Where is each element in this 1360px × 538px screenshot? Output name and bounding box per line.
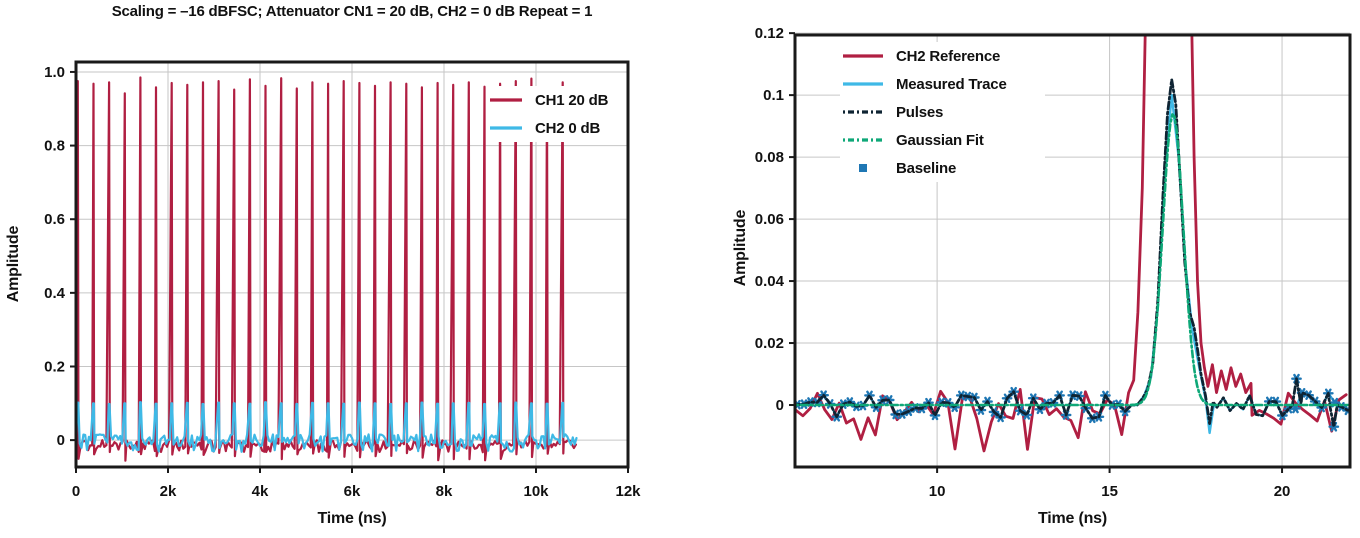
series-group [795, 35, 1350, 453]
x-tick-label: 0 [72, 483, 80, 500]
x-tick-label: 10k [523, 483, 549, 500]
ch1-line-swatch [490, 98, 522, 102]
legend-item-ch2: CH2 0 dB [487, 114, 626, 142]
y-tick-label: 0.6 [44, 211, 65, 228]
series-pulses [796, 78, 1350, 429]
y-tick-label: 0.12 [755, 25, 784, 42]
y-tick-label: 0.02 [755, 335, 784, 352]
legend-label-gaussian-fit: Gaussian Fit [896, 131, 984, 149]
chart-title: Scaling = –16 dBFSC; Attenuator CN1 = 20… [111, 3, 593, 20]
y-tick-label: 0.04 [755, 273, 785, 290]
x-tick-label: 6k [344, 483, 361, 500]
y-tick-label: 0.08 [755, 149, 784, 166]
ch2-line-swatch [490, 126, 522, 130]
x-tick-label: 20 [1274, 483, 1291, 500]
swatch-square [859, 164, 867, 172]
legend-label-ch2: CH2 0 dB [535, 119, 601, 137]
legend-item-ch2-reference: CH2 Reference [840, 42, 1045, 70]
legend-label-ch1: CH1 20 dB [535, 91, 609, 109]
axis-ticks: 10 15 20 0 0.02 0.04 0.06 0.08 0.1 0.12 [755, 25, 1291, 500]
legend-item-ch1: CH1 20 dB [487, 86, 626, 114]
x-tick-label: 15 [1101, 483, 1118, 500]
legend-label-baseline: Baseline [896, 159, 957, 177]
legend-item-baseline: Baseline [840, 154, 1045, 182]
baseline-marker-swatch [859, 164, 867, 172]
axis-ticks: 0 2k 4k 6k 8k 10k 12k 0 0.2 0.4 0.6 0.8 1.0 [44, 64, 641, 500]
right-x-axis-label: Time (ns) [1037, 510, 1108, 527]
y-tick-label: 0.06 [755, 211, 784, 228]
legend-label-pulses: Pulses [896, 103, 944, 121]
series-ch2-0-db [76, 401, 578, 453]
y-tick-label: 0 [57, 432, 65, 449]
y-tick-label: 0 [776, 397, 784, 414]
y-tick-label: 0.2 [44, 358, 65, 375]
series-group [76, 76, 578, 462]
plot-border [793, 33, 1352, 469]
measured-trace-line-swatch [843, 82, 883, 86]
ch2-reference-line-swatch [843, 54, 883, 58]
x-tick-label: 10 [929, 483, 946, 500]
pulses-dash-swatch [843, 110, 883, 114]
legend-label-ch2-reference: CH2 Reference [896, 47, 1001, 65]
pulse-train-chart: 0 2k 4k 6k 8k 10k 12k 0 0.2 0.4 0.6 0.8 1.0 [44, 60, 641, 500]
legend-label-measured-trace: Measured Trace [896, 75, 1007, 93]
x-tick-label: 2k [160, 483, 177, 500]
x-tick-label: 8k [436, 483, 453, 500]
y-tick-label: 0.4 [44, 285, 66, 302]
gaussian-fit-dash-swatch [843, 138, 883, 142]
x-tick-label: 4k [252, 483, 269, 500]
legend-item-pulses: Pulses [840, 98, 1045, 126]
pulse-zoom-chart: 10 15 20 0 0.02 0.04 0.06 0.08 0.1 0.12 [755, 25, 1352, 500]
y-tick-label: 1.0 [44, 64, 65, 81]
legend-item-gaussian-fit: Gaussian Fit [840, 126, 1045, 154]
y-tick-label: 0.8 [44, 138, 65, 155]
x-tick-label: 12k [615, 483, 641, 500]
right-legend: CH2 Reference Measured Trace Pulses Gaus… [840, 42, 1045, 182]
left-legend: CH1 20 dB CH2 0 dB [487, 86, 626, 142]
legend-item-measured-trace: Measured Trace [840, 70, 1045, 98]
left-x-axis-label: Time (ns) [317, 510, 387, 527]
y-tick-label: 0.1 [763, 87, 784, 104]
series-gaussian-fit [795, 113, 1350, 407]
